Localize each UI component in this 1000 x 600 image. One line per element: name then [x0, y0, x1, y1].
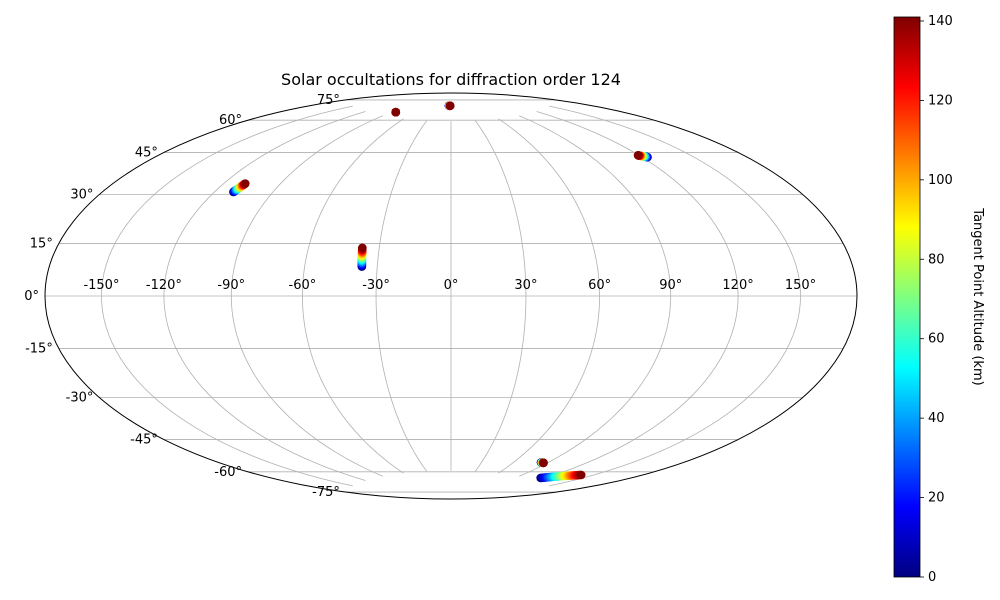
meridian-line [163, 111, 366, 481]
occultation-point [391, 107, 401, 117]
meridian-line [519, 115, 672, 477]
colorbar-tick-label: 60 [928, 332, 945, 347]
colorbar-tick-label: 40 [928, 411, 945, 426]
colorbar-tick-label: 0 [928, 570, 936, 585]
latitude-tick-label: -15° [25, 342, 53, 357]
meridian-line [301, 118, 404, 474]
occultation-point [358, 243, 367, 253]
latitude-tick-label: -45° [130, 433, 158, 448]
colorbar-ticks: 0 20 40 60 80 100 120 140 [920, 14, 953, 585]
colorbar-tick-label: 80 [928, 252, 945, 267]
latitude-ticks: 75° 60° 45° 30° 15° 0° -15° -30° -45° -60° -75° [24, 93, 340, 500]
occultation-point [539, 458, 548, 468]
colorbar [893, 16, 921, 578]
occultation-point [633, 151, 643, 160]
latitude-tick-label: -30° [66, 391, 94, 406]
latitude-tick-label: 60° [219, 113, 242, 128]
longitude-tick-label: -60° [289, 278, 317, 293]
longitude-tick-label: 120° [722, 278, 753, 293]
meridian-line [101, 105, 353, 487]
latitude-tick-label: 15° [30, 236, 53, 251]
latitude-tick-label: 0° [24, 289, 39, 304]
latitude-tick-label: -60° [214, 465, 242, 480]
occultation-point [576, 470, 586, 480]
latitude-tick-label: 45° [135, 145, 158, 160]
meridian-line [475, 120, 527, 472]
meridian-line [375, 120, 427, 472]
meridian-line [230, 115, 383, 477]
occultation-points [229, 101, 652, 483]
graticule [45, 99, 857, 493]
longitude-tick-label: -120° [146, 278, 182, 293]
chart-title: Solar occultations for diffraction order… [281, 70, 621, 89]
longitude-tick-label: -30° [362, 278, 390, 293]
latitude-tick-label: 30° [70, 188, 93, 203]
occultation-point [240, 179, 250, 188]
map-boundary [44, 92, 858, 500]
colorbar-tick-label: 120 [928, 93, 953, 108]
colorbar-tick-label: 20 [928, 491, 945, 506]
colorbar-tick-label: 100 [928, 173, 953, 188]
longitude-tick-label: -150° [83, 278, 119, 293]
meridian-line [549, 105, 801, 487]
colorbar-tick-label: 140 [928, 14, 953, 29]
colorbar-label: Tangent Point Altitude (km) [970, 207, 985, 385]
latitude-tick-label: -75° [312, 485, 340, 500]
longitude-tick-label: 60° [588, 278, 611, 293]
longitude-tick-label: -90° [217, 278, 245, 293]
longitude-tick-label: 90° [659, 278, 682, 293]
longitude-tick-label: 0° [444, 278, 459, 293]
longitude-tick-label: 150° [785, 278, 816, 293]
latitude-tick-label: 75° [317, 93, 340, 108]
longitude-tick-label: 30° [514, 278, 537, 293]
longitude-ticks: -150° -120° -90° -60° -30° 0° 30° 60° 90° 120° 150… [83, 278, 816, 293]
meridian-line [498, 118, 601, 474]
occultation-point [445, 101, 455, 111]
